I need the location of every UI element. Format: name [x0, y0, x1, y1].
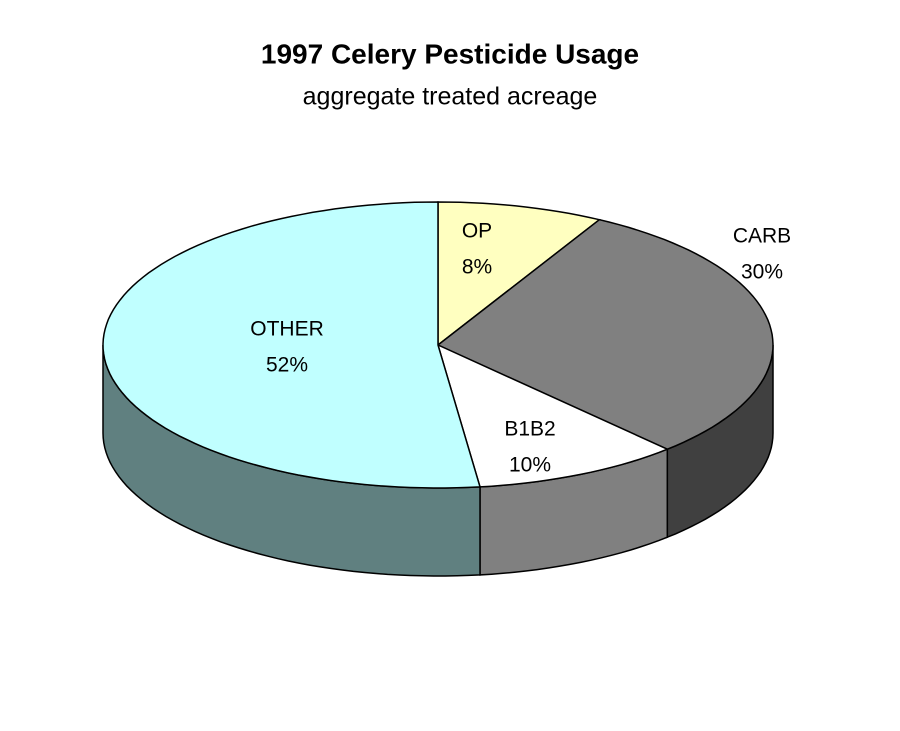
slice-value-label: 8% [462, 256, 492, 279]
slice-category-label: OP [462, 220, 492, 243]
pie-sides [102, 344, 774, 577]
slice [437, 201, 602, 347]
chart-subtitle: aggregate treated acreage [303, 83, 598, 111]
slice-value-label: 10% [509, 454, 551, 477]
slice-category-label: B1B2 [504, 418, 555, 441]
pie-labels: OP 8% CARB 30% B1B2 10% OTHER 52% [250, 220, 791, 477]
chart-title: 1997 Celery Pesticide Usage [261, 38, 639, 69]
slice-category-label: CARB [733, 225, 791, 248]
slice-value-label: 52% [266, 354, 308, 377]
pie-tops [102, 201, 774, 489]
slice [102, 201, 481, 489]
slice-value-label: 30% [741, 261, 783, 284]
slice [436, 343, 670, 488]
slice [436, 218, 774, 451]
slice-category-label: OTHER [250, 318, 324, 341]
